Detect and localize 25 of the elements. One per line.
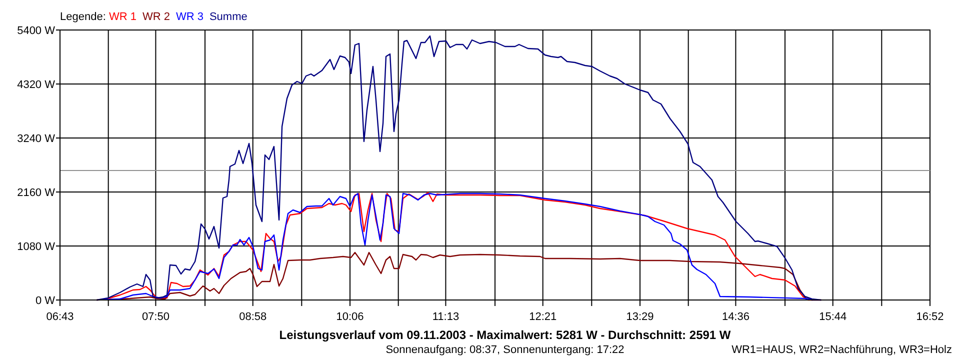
text: Sonnenaufgang: 08:37, Sonnenuntergang: 17:22: [386, 344, 624, 356]
legend-title: Legende:: [60, 11, 109, 23]
y-tick-label: 2160 W: [17, 186, 56, 199]
y-tick-label: 5400 W: [17, 24, 56, 37]
x-tick-label: 10:06: [336, 311, 364, 323]
x-tick-label: 06:43: [46, 311, 74, 323]
x-tick-label: 15:44: [819, 311, 847, 323]
line-series: [96, 35, 822, 301]
x-tick-label: 08:58: [239, 311, 267, 323]
text: Leistungsverlauf vom 09.11.2003 - Maximalwert: 5281 W - Durchschnitt: 2591 W: [279, 328, 732, 342]
y-tick-label: 4320 W: [17, 78, 56, 91]
text: WR 2: [142, 11, 170, 23]
x-tick-label: 11:13: [432, 311, 460, 323]
x-tick-label: 13:29: [626, 311, 654, 323]
x-tick-label: 12:21: [529, 311, 557, 323]
text: WR 1: [108, 11, 136, 23]
x-tick-label: 14:36: [722, 311, 750, 323]
text: Summe: [209, 11, 248, 23]
text: WR1=HAUS, WR2=Nachführung, WR3=Holz: [732, 344, 952, 356]
x-tick-label: 07:50: [142, 311, 170, 323]
text: WR 3: [176, 11, 204, 23]
x-tick-label: 16:52: [916, 311, 944, 323]
y-tick-label: 1080 W: [17, 240, 56, 253]
y-tick-label: 0 W: [35, 294, 56, 307]
y-tick-label: 3240 W: [17, 132, 56, 145]
